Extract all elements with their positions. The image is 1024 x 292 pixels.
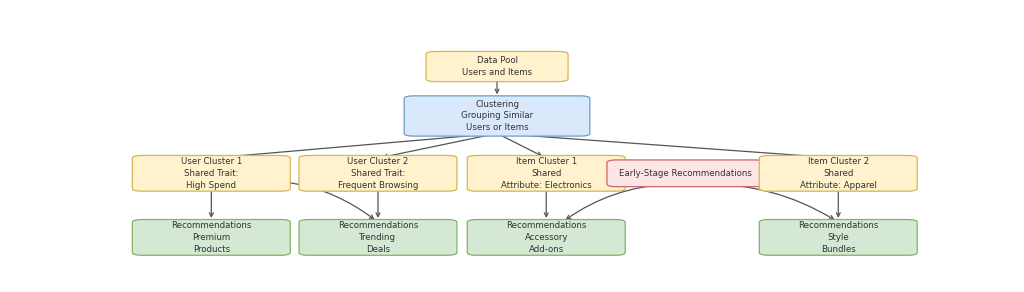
- Text: Recommendations
Accessory
Add-ons: Recommendations Accessory Add-ons: [506, 221, 587, 254]
- FancyBboxPatch shape: [132, 220, 290, 255]
- FancyBboxPatch shape: [760, 220, 918, 255]
- FancyBboxPatch shape: [467, 155, 626, 191]
- Text: Item Cluster 1
Shared
Attribute: Electronics: Item Cluster 1 Shared Attribute: Electro…: [501, 157, 592, 190]
- FancyBboxPatch shape: [426, 51, 568, 81]
- FancyBboxPatch shape: [299, 155, 457, 191]
- Text: Clustering
Grouping Similar
Users or Items: Clustering Grouping Similar Users or Ite…: [461, 100, 534, 132]
- FancyBboxPatch shape: [607, 160, 765, 187]
- FancyBboxPatch shape: [299, 220, 457, 255]
- Text: Data Pool
Users and Items: Data Pool Users and Items: [462, 56, 532, 77]
- Text: User Cluster 2
Shared Trait:
Frequent Browsing: User Cluster 2 Shared Trait: Frequent Br…: [338, 157, 418, 190]
- FancyBboxPatch shape: [467, 220, 626, 255]
- FancyBboxPatch shape: [404, 96, 590, 136]
- Text: Recommendations
Trending
Deals: Recommendations Trending Deals: [338, 221, 418, 254]
- FancyBboxPatch shape: [132, 155, 290, 191]
- FancyBboxPatch shape: [760, 155, 918, 191]
- Text: Item Cluster 2
Shared
Attribute: Apparel: Item Cluster 2 Shared Attribute: Apparel: [800, 157, 877, 190]
- Text: Recommendations
Style
Bundles: Recommendations Style Bundles: [798, 221, 879, 254]
- Text: Recommendations
Premium
Products: Recommendations Premium Products: [171, 221, 252, 254]
- Text: Early-Stage Recommendations: Early-Stage Recommendations: [620, 169, 753, 178]
- Text: User Cluster 1
Shared Trait:
High Spend: User Cluster 1 Shared Trait: High Spend: [180, 157, 242, 190]
